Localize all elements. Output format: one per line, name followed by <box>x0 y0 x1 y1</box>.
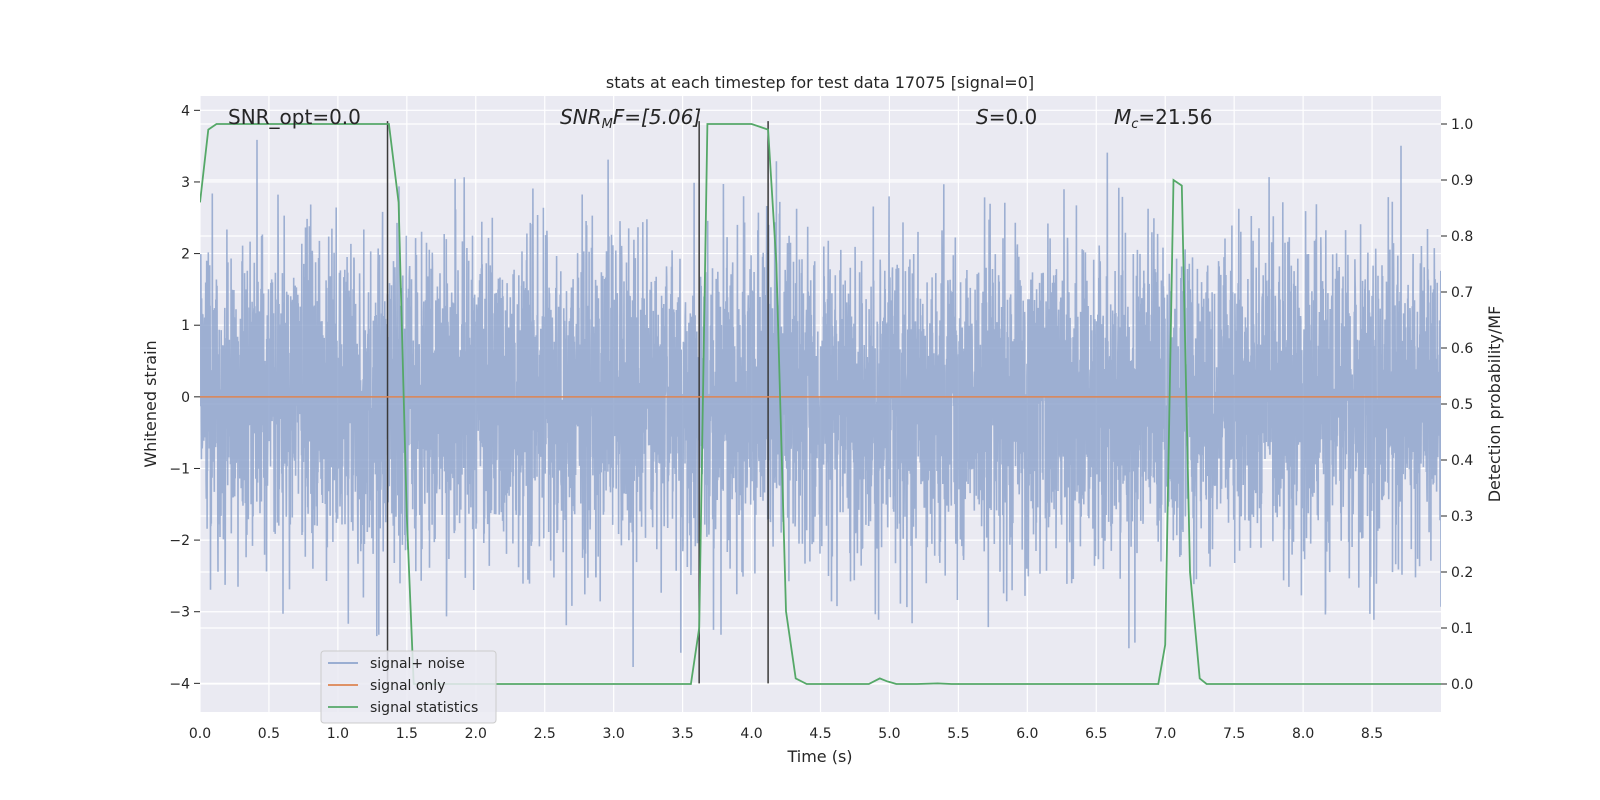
x-tick-label: 1.0 <box>327 726 349 742</box>
annotation-mc: Mc=21.56 <box>1114 105 1212 132</box>
legend-label-noise: signal+ noise <box>370 656 465 672</box>
annotation-snr-opt: SNR_opt=0.0 <box>228 105 361 129</box>
legend-label-signal-statistics: signal statistics <box>370 700 478 716</box>
y2-axis-label: Detection probability/MF <box>1485 306 1504 503</box>
x-tick-label: 8.0 <box>1292 726 1314 742</box>
x-tick-label: 8.5 <box>1361 726 1383 742</box>
x-tick-labels: 0.0 0.5 1.0 1.5 2.0 2.5 3.0 3.5 4.0 4.5 5.0 5.5 6.0 6… <box>189 726 1383 742</box>
x-tick-label: 0.0 <box>189 726 211 742</box>
legend-label-signal-only: signal only <box>370 678 445 694</box>
y-tick-label: −2 <box>169 533 190 549</box>
x-tick-label: 3.0 <box>603 726 625 742</box>
x-tick-label: 0.5 <box>258 726 280 742</box>
x-tick-label: 7.5 <box>1223 726 1245 742</box>
x-tick-label: 3.5 <box>671 726 693 742</box>
y2-tick-labels: 1.0 0.9 0.8 0.7 0.6 0.5 0.4 0.3 0.2 0.1 0.0 <box>1441 117 1473 693</box>
y2-tick-label: 0.9 <box>1451 173 1473 189</box>
signal-statistics-line <box>200 123 1441 685</box>
chart-title: stats at each timestep for test data 170… <box>606 73 1034 92</box>
annotation-s: S=0.0 <box>976 105 1037 129</box>
x-tick-label: 4.0 <box>740 726 762 742</box>
y2-tick-label: 0.7 <box>1451 285 1473 301</box>
y-tick-label: −3 <box>169 605 190 621</box>
y-axis-label: Whitened strain <box>141 340 160 467</box>
y2-tick-label: 0.5 <box>1451 397 1473 413</box>
y2-tick-label: 1.0 <box>1451 117 1473 133</box>
x-tick-label: 5.0 <box>878 726 900 742</box>
y2-tick-label: 0.3 <box>1451 509 1473 525</box>
y-tick-label: 4 <box>181 103 190 119</box>
y-tick-label: 1 <box>181 318 190 334</box>
x-tick-label: 4.5 <box>809 726 831 742</box>
x-tick-label: 6.5 <box>1085 726 1107 742</box>
y2-tick-label: 0.6 <box>1451 341 1473 357</box>
signal-plus-noise-line <box>200 139 1441 668</box>
y-tick-label: 0 <box>181 390 190 406</box>
annotation-snr-mf: SNRMF=[5.06] <box>560 105 701 132</box>
x-tick-label: 7.0 <box>1154 726 1176 742</box>
y-tick-label: −4 <box>169 676 190 692</box>
legend-box <box>320 650 497 724</box>
y-tick-labels: 4 3 2 1 0 −1 −2 −3 −4 <box>169 103 200 692</box>
x-tick-label: 1.5 <box>396 726 418 742</box>
x-tick-label: 2.5 <box>534 726 556 742</box>
y2-tick-label: 0.2 <box>1451 565 1473 581</box>
y2-tick-label: 0.1 <box>1451 621 1473 637</box>
legend: signal+ noise signal only signal statist… <box>320 650 497 724</box>
y2-tick-label: 0.8 <box>1451 229 1473 245</box>
y-tick-label: −1 <box>169 461 190 477</box>
x-tick-label: 2.0 <box>465 726 487 742</box>
y2-tick-label: 0.0 <box>1451 677 1473 693</box>
y-tick-label: 3 <box>181 175 190 191</box>
y2-tick-label: 0.4 <box>1451 453 1473 469</box>
y-tick-label: 2 <box>181 247 190 263</box>
x-tick-label: 5.5 <box>947 726 969 742</box>
x-tick-label: 6.0 <box>1016 726 1038 742</box>
x-axis-label: Time (s) <box>786 747 852 766</box>
